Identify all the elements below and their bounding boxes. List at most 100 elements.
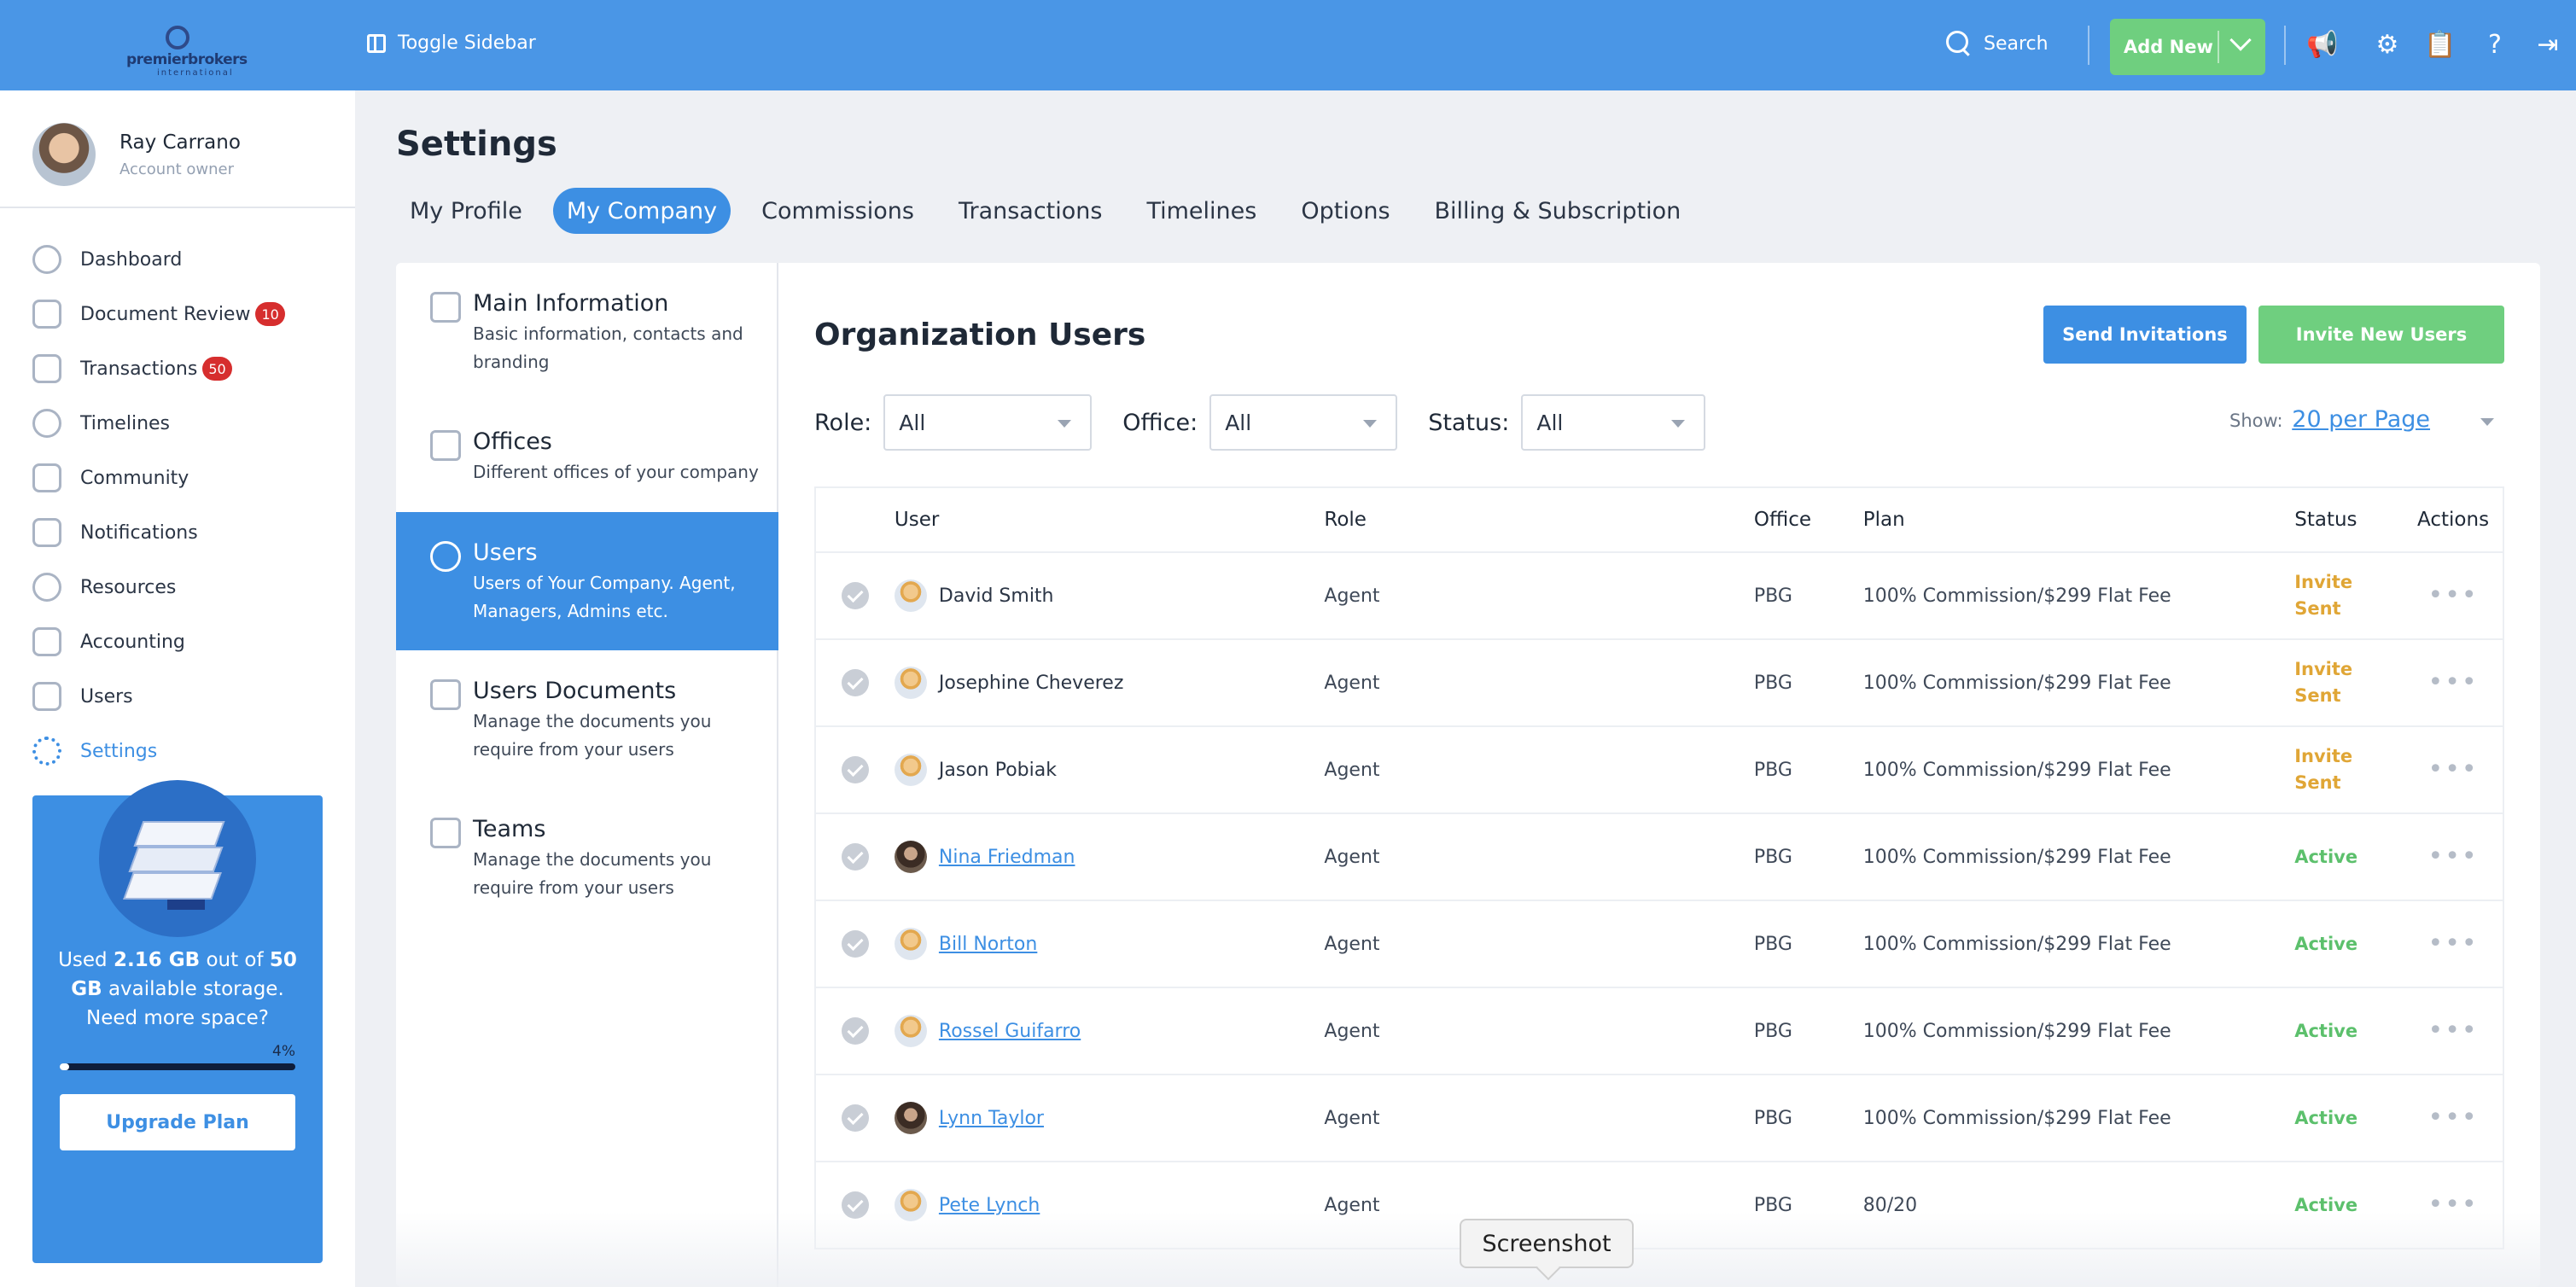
sidebar-item-users[interactable]: Users — [32, 669, 285, 724]
user-role: Agent — [1324, 759, 1380, 781]
company-sub-nav: Main Information Basic information, conta… — [396, 263, 778, 1287]
sidebar-item-label: Accounting — [80, 631, 185, 653]
subnav-item-offices[interactable]: Offices Different offices of your company — [396, 401, 778, 539]
add-new-button[interactable]: Add New — [2110, 19, 2265, 75]
row-check-icon[interactable] — [841, 582, 869, 609]
user-office: PBG — [1753, 672, 1792, 694]
row-check-icon[interactable] — [841, 930, 869, 958]
user-name-link[interactable]: Lynn Taylor — [938, 1107, 1044, 1129]
user-office: PBG — [1753, 585, 1792, 607]
more-actions-icon[interactable]: ••• — [2427, 580, 2479, 610]
dashboard-icon — [32, 245, 61, 274]
tab-commissions[interactable]: Commissions — [761, 197, 914, 224]
page-title: Settings — [396, 125, 557, 164]
user-role: Agent — [1324, 672, 1380, 694]
tab-options[interactable]: Options — [1301, 197, 1390, 224]
chevron-down-icon[interactable] — [2229, 29, 2252, 51]
users-table: User Role Office Plan Status Actions Dav… — [814, 486, 2504, 1249]
status-filter-select[interactable]: All — [1521, 394, 1706, 451]
user-name-link[interactable]: Bill Norton — [938, 933, 1038, 955]
sidebar-item-document-review[interactable]: Document Review 10 — [32, 287, 285, 341]
subnav-item-description: Different offices of your company — [473, 462, 759, 482]
sidebar-item-label: Dashboard — [80, 248, 183, 271]
announcement-icon[interactable]: 📢 — [2306, 30, 2339, 60]
search-button[interactable]: Search — [1946, 31, 2049, 56]
status-badge: Active — [2294, 1107, 2358, 1128]
subnav-item-description: Basic information, contacts and branding — [473, 323, 743, 372]
chevron-down-icon[interactable] — [2480, 418, 2494, 426]
column-header-role[interactable]: Role — [1324, 509, 1367, 531]
sidebar-item-community[interactable]: Community — [32, 451, 285, 505]
more-actions-icon[interactable]: ••• — [2427, 929, 2479, 958]
main-nav: Dashboard Document Review 10 Transactions 50… — [32, 232, 285, 778]
gear-icon[interactable]: ⚙ — [2375, 30, 2399, 60]
row-check-icon[interactable] — [841, 669, 869, 696]
role-filter-select[interactable]: All — [883, 394, 1093, 451]
toggle-sidebar-button[interactable]: Toggle Sidebar — [367, 32, 536, 54]
clipboard-icon[interactable]: 📋 — [2424, 30, 2457, 60]
logout-icon[interactable]: ⇥ — [2537, 30, 2559, 60]
resources-icon — [32, 573, 61, 602]
avatar — [894, 754, 927, 786]
sidebar-item-timelines[interactable]: Timelines — [32, 396, 285, 451]
subnav-item-main-information[interactable]: Main Information Basic information, conta… — [396, 263, 778, 401]
column-header-user[interactable]: User — [894, 509, 940, 531]
topbar-divider — [2088, 26, 2089, 65]
user-office: PBG — [1753, 846, 1792, 868]
subnav-item-users[interactable]: Users Users of Your Company. Agent, Manag… — [396, 512, 778, 650]
tab-transactions[interactable]: Transactions — [958, 197, 1103, 224]
company-logo[interactable]: premierbrokers international — [119, 26, 248, 78]
row-check-icon[interactable] — [841, 843, 869, 871]
sidebar-item-transactions[interactable]: Transactions 50 — [32, 341, 285, 396]
status-badge: Invite Sent — [2294, 659, 2353, 706]
sidebar-item-dashboard[interactable]: Dashboard — [32, 232, 285, 287]
more-actions-icon[interactable]: ••• — [2427, 1016, 2479, 1045]
invite-new-users-button[interactable]: Invite New Users — [2258, 306, 2504, 364]
more-actions-icon[interactable]: ••• — [2427, 1103, 2479, 1133]
subnav-item-title: Users Documents — [473, 678, 677, 704]
page-size-select[interactable]: 20 per Page — [2292, 406, 2431, 433]
community-icon — [32, 463, 61, 492]
row-check-icon[interactable] — [841, 756, 869, 783]
table-row: Jason Pobiak Agent PBG 100% Commission/$299… — [816, 727, 2503, 814]
column-header-status[interactable]: Status — [2294, 508, 2357, 531]
subnav-item-description: Manage the documents you require from yo… — [473, 711, 712, 760]
status-badge: Active — [2294, 846, 2358, 867]
row-check-icon[interactable] — [841, 1017, 869, 1045]
search-label: Search — [1984, 32, 2049, 55]
send-invitations-button[interactable]: Send Invitations — [2043, 306, 2247, 364]
filters-bar: Role: All Office: All Status: All — [814, 394, 1736, 451]
user-office: PBG — [1753, 759, 1792, 781]
column-header-office[interactable]: Office — [1753, 509, 1812, 531]
users-icon — [32, 682, 61, 711]
help-icon[interactable]: ? — [2488, 30, 2502, 60]
tab-my-profile[interactable]: My Profile — [410, 197, 522, 224]
user-name-link[interactable]: Nina Friedman — [938, 846, 1075, 868]
tab-billing-subscription[interactable]: Billing & Subscription — [1434, 197, 1681, 224]
user-name-link: Jason Pobiak — [938, 759, 1057, 781]
building-icon — [430, 292, 461, 323]
subnav-item-description: Users of Your Company. Agent, Managers, … — [473, 573, 736, 621]
more-actions-icon[interactable]: ••• — [2427, 842, 2479, 871]
user-profile[interactable]: Ray Carrano Account owner — [32, 123, 241, 186]
more-actions-icon[interactable]: ••• — [2427, 754, 2479, 784]
tab-timelines[interactable]: Timelines — [1146, 197, 1257, 224]
user-name-link[interactable]: Rossel Guifarro — [938, 1020, 1081, 1042]
sidebar-item-resources[interactable]: Resources — [32, 560, 285, 614]
tab-my-company[interactable]: My Company — [552, 188, 731, 234]
sidebar-item-accounting[interactable]: Accounting — [32, 614, 285, 669]
more-actions-icon[interactable]: ••• — [2427, 667, 2479, 697]
subnav-item-teams[interactable]: Teams Manage the documents you require fr… — [396, 789, 778, 927]
office-filter-select[interactable]: All — [1209, 394, 1398, 451]
sidebar-item-notifications[interactable]: Notifications — [32, 505, 285, 560]
column-header-plan[interactable]: Plan — [1862, 509, 1905, 531]
user-office: PBG — [1753, 1020, 1792, 1042]
subnav-item-users-documents[interactable]: Users Documents Manage the documents you … — [396, 650, 778, 789]
storage-percent: 4% — [272, 1043, 295, 1060]
add-new-label: Add New — [2124, 37, 2213, 57]
column-header-actions: Actions — [2417, 509, 2490, 531]
row-check-icon[interactable] — [841, 1104, 869, 1132]
sidebar-item-settings[interactable]: Settings — [32, 724, 285, 778]
sidebar-item-label: Notifications — [80, 521, 198, 544]
upgrade-plan-button[interactable]: Upgrade Plan — [60, 1094, 295, 1150]
